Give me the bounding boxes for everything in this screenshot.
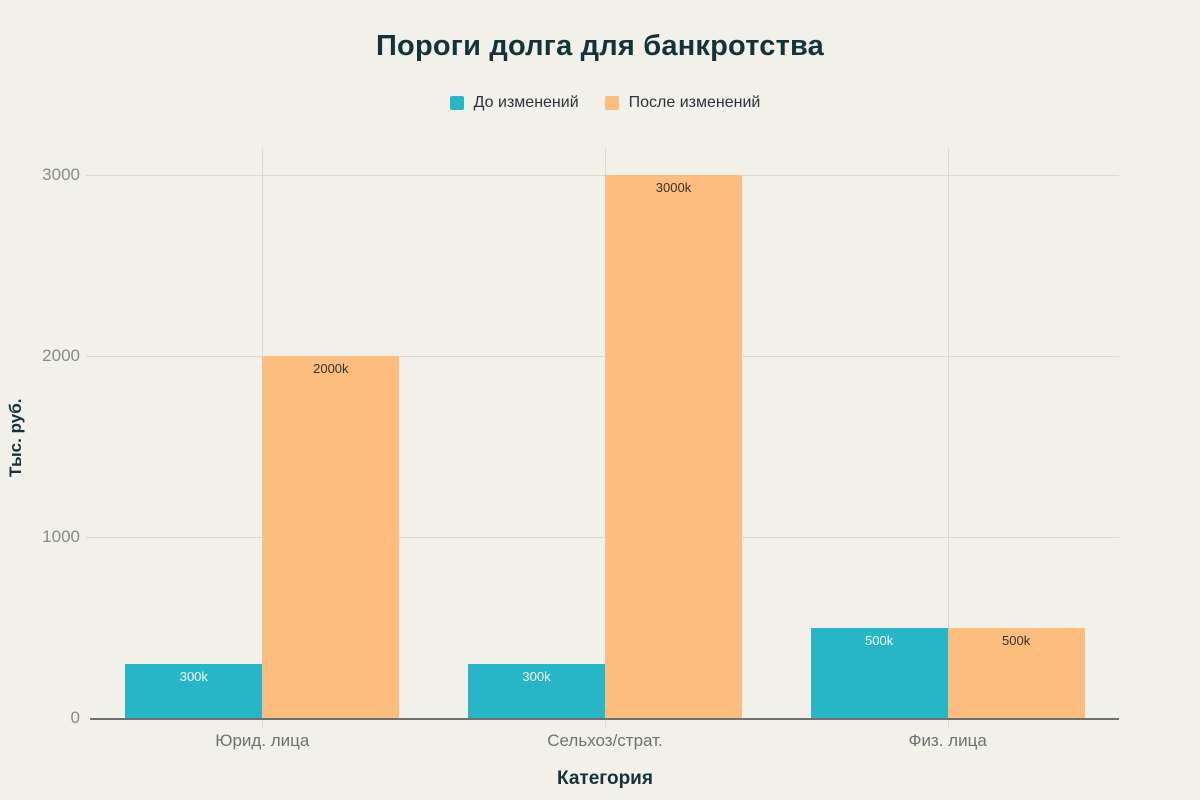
h-gridline <box>86 537 1119 539</box>
legend-label: После изменений <box>628 94 761 111</box>
x-axis-title: Категория <box>557 768 653 789</box>
legend-swatch-icon <box>449 96 464 110</box>
legend-item: До изменений <box>449 94 579 112</box>
x-tick-label: Физ. лица <box>908 731 987 750</box>
legend-swatch-icon <box>604 96 619 110</box>
h-gridline <box>86 175 1119 177</box>
v-gridline <box>947 148 949 718</box>
y-tick-label: 3000 <box>42 165 80 185</box>
y-tick-label: 2000 <box>42 346 80 366</box>
legend-item: После изменений <box>604 94 761 112</box>
bar: 300k <box>468 663 605 718</box>
category-tick <box>262 720 264 727</box>
y-tick-label: 1000 <box>42 527 80 547</box>
bar: 500k <box>810 627 948 718</box>
x-tick-label: Юрид. лица <box>215 731 310 750</box>
bar-value-label: 2000k <box>313 361 349 377</box>
y-tick-label: 0 <box>70 708 80 727</box>
bar-value-label: 3000k <box>655 180 692 196</box>
h-gridline <box>86 356 1119 358</box>
bar-value-label: 500k <box>1002 632 1031 648</box>
plot-area: 300k 300k 500k 2000k 3000k 500k <box>86 148 1119 727</box>
bar-value-label: 500k <box>865 632 894 648</box>
x-tick-label: Сельхоз/страт. <box>547 731 663 750</box>
bar-value-label: 300k <box>179 668 208 684</box>
category-tick <box>947 720 949 727</box>
x-axis-line <box>90 718 1119 720</box>
category-tick <box>605 720 606 727</box>
legend-label: До изменений <box>473 94 579 111</box>
bar: 2000k <box>262 356 400 718</box>
bar: 300k <box>125 663 263 718</box>
chart-title: Пороги долга для банкротства <box>376 30 824 62</box>
bar: 3000k <box>605 175 742 718</box>
bar-value-label: 300k <box>522 668 551 684</box>
y-axis-title: Тыс. руб. <box>6 398 25 477</box>
bar: 500k <box>947 627 1085 718</box>
legend: До изменений После изменений <box>91 94 1119 112</box>
